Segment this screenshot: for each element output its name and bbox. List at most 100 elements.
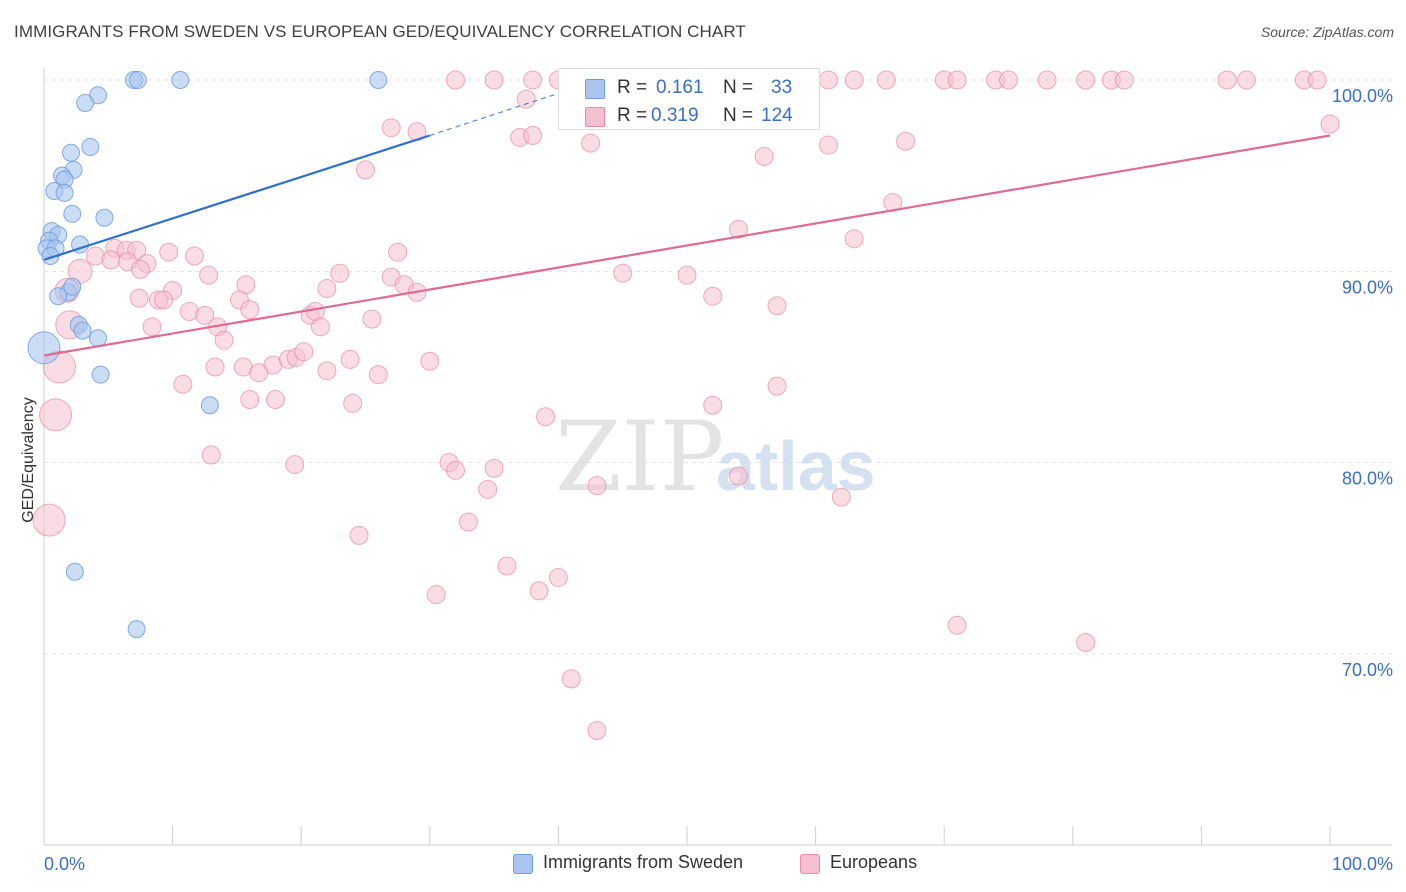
point-europeans [677,265,697,285]
point-europeans [844,70,864,90]
point-sweden [65,562,84,581]
point-europeans [484,458,504,478]
point-europeans [561,669,581,689]
watermark-atlas: atlas [716,427,876,505]
bottom-legend-swatch-europeans [800,854,820,874]
point-europeans [523,70,543,90]
point-sweden [128,71,147,89]
point-europeans [317,279,337,299]
point-europeans [32,503,66,537]
point-europeans [516,89,536,109]
legend-row-sweden: R = 0.161 N = 33 [559,73,819,101]
axes-layer: 70.0% 80.0% 90.0% 100.0% 0.0% 100.0% [43,68,1393,874]
point-europeans [205,357,225,377]
bottom-legend-swatch-sweden [513,854,533,874]
point-europeans [1076,633,1096,653]
point-sweden [49,287,68,306]
y-tick-label-100: 100.0% [1332,86,1393,106]
point-europeans [831,487,851,507]
point-sweden [62,143,81,162]
point-europeans [818,135,838,155]
point-europeans [214,330,234,350]
point-europeans [446,70,466,90]
point-europeans [317,361,337,381]
bottom-legend-label-europeans: Europeans [830,852,918,872]
point-europeans [844,229,864,249]
point-europeans [1320,114,1340,134]
point-europeans [356,160,375,180]
point-europeans [947,615,967,635]
point-europeans [249,363,269,383]
point-europeans [173,374,193,394]
point-europeans [195,305,215,325]
point-sweden [27,331,61,365]
chart-title: IMMIGRANTS FROM SWEDEN VS EUROPEAN GED/E… [14,22,746,41]
point-europeans [883,192,903,212]
point-sweden [171,71,190,89]
point-europeans [340,349,360,369]
point-europeans [426,585,446,605]
point-europeans [201,445,221,465]
point-europeans [767,296,787,316]
point-sweden [81,137,100,156]
grid-layer [44,79,1392,655]
legend-r-value-sweden: 0.161 [656,77,704,98]
source-label: Source: ZipAtlas.com [1260,24,1394,40]
point-sweden [200,396,219,415]
point-europeans [703,395,723,415]
x-tick-label-min: 0.0% [44,854,85,874]
point-europeans [159,242,179,262]
point-europeans [343,393,363,413]
watermark-zip: ZIP [555,401,724,513]
legend-r-value-europeans: 0.319 [651,105,699,126]
point-europeans [199,265,219,285]
trendline-sweden [43,134,431,261]
point-europeans [1307,70,1327,90]
point-europeans [310,317,330,337]
point-europeans [240,390,260,410]
point-europeans [240,300,260,320]
trendline-europeans [43,134,1331,357]
point-europeans [536,407,556,427]
y-tick-label-70: 70.0% [1342,660,1393,680]
point-europeans [1236,70,1256,90]
y-axis-label: GED/Equivalency [20,397,37,522]
point-europeans [362,309,382,329]
point-europeans [818,70,838,90]
bottom-legend-label-sweden: Immigrants from Sweden [543,852,744,872]
point-europeans [368,365,388,385]
point-europeans [767,376,787,396]
point-europeans [548,567,568,587]
point-europeans [1037,70,1057,90]
point-europeans [388,242,408,262]
point-europeans [876,70,896,90]
legend-n-label: N = [723,105,754,126]
legend-swatch-europeans [585,107,605,127]
point-europeans [484,70,504,90]
point-europeans [446,460,466,480]
point-europeans [294,342,314,362]
point-europeans [330,263,350,283]
point-europeans [184,246,204,266]
point-europeans [497,556,517,576]
point-sweden [91,365,110,384]
point-europeans [728,219,748,239]
y-tick-label-90: 90.0% [1342,277,1393,297]
point-europeans [142,317,162,337]
legend-n-label: N = [723,77,754,98]
point-europeans [39,398,73,432]
point-sweden [73,321,92,340]
legend-swatch-sweden [585,79,605,99]
point-europeans [1217,70,1237,90]
point-sweden [76,93,95,112]
point-sweden [63,204,82,223]
trend-layer [43,88,1331,357]
point-sweden [63,277,82,296]
point-europeans [703,286,723,306]
point-europeans [129,288,149,308]
point-europeans [529,581,549,601]
legend-r-label: R = [617,105,648,126]
point-europeans [101,250,121,270]
point-europeans [754,147,774,167]
